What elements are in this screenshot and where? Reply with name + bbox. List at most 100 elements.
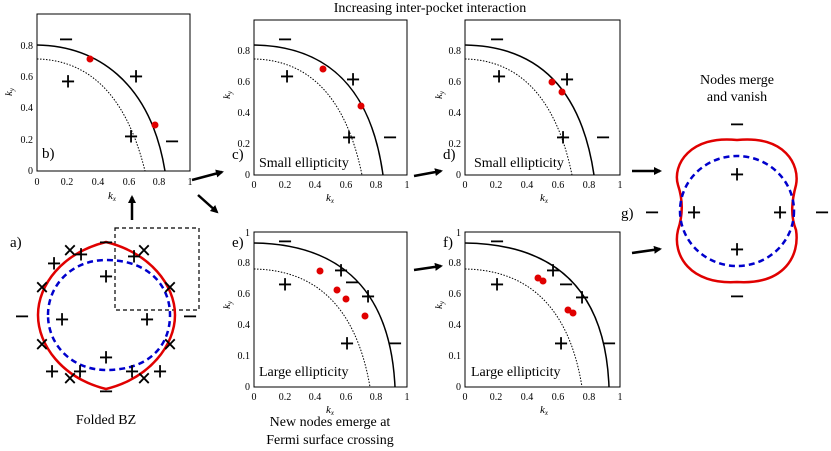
node-point [361,312,369,320]
panel-f-frame [464,231,621,388]
x-tick: 0.8 [583,180,596,191]
plus-sign: + [575,283,590,312]
plus-sign: + [730,160,745,189]
plus-sign: + [490,270,505,299]
node-point [319,65,327,73]
plus-sign: + [99,343,114,372]
plus-sign: + [687,198,702,227]
y-tick: 0.6 [449,289,462,300]
plus-sign: + [99,262,114,291]
red-pocket [36,240,177,391]
minus-sign: − [99,377,114,406]
y-tick: 0.8 [449,46,462,57]
x-tick: 1 [188,177,193,188]
minus-sign: − [99,228,114,257]
minus-sign: − [165,127,180,156]
y-axis-label: ky [221,300,234,309]
minus-sign: − [645,198,660,227]
node-point [333,286,341,294]
node-cross: × [63,364,78,393]
y-tick: 0.1 [238,351,251,362]
x-tick: 0 [252,180,257,191]
y-tick: 0.6 [238,289,251,300]
node-point [86,55,94,63]
flow-arrows [128,167,662,272]
outer-fermi-arc [464,44,595,176]
plus-sign: + [730,235,745,264]
y-tick: 0 [456,382,461,393]
minus-sign: − [490,25,505,54]
x-tick: 0.4 [521,180,534,191]
panel-e: − + + − + + − Large ellipticity e) 0 0.2… [221,227,410,448]
x-axis-label: kx [540,404,549,417]
y-tick: 0.4 [238,108,251,119]
minus-sign: − [559,270,574,299]
panel-b: − + + + − b) 0 0.2 0.4 0.6 0.8 1 0 0.2 0… [3,13,193,203]
panel-g-label: g) [621,206,634,222]
minus-sign: − [383,123,398,152]
y-tick: 0.6 [449,77,462,88]
plus-sign: + [346,65,361,94]
y-tick: 0.4 [449,108,462,119]
node-cross: × [163,330,178,359]
x-tick: 0.4 [309,392,322,403]
y-tick: 0 [245,170,250,181]
outer-fermi-arc [464,242,610,388]
node-point [151,121,159,129]
node-cross: × [35,273,50,302]
x-tick: 0.6 [552,392,565,403]
plus-sign: + [73,357,88,386]
outer-fermi-arc [253,44,384,176]
node-point [539,277,547,285]
plus-sign: + [278,270,293,299]
y-tick: 0.8 [21,41,34,52]
x-axis-label: kx [326,192,335,205]
panel-c-note: Small ellipticity [259,156,349,171]
x-tick: 0.8 [153,177,166,188]
bottom-caption-line1: New nodes emerge at [270,415,391,430]
x-tick: 0.2 [490,392,503,403]
arrow-e-to-f [413,262,443,272]
minus-sign: − [730,110,745,139]
minus-sign: − [730,282,745,311]
plus-sign: + [340,329,355,358]
panel-a-label: a) [10,235,22,251]
x-tick: 0 [252,392,257,403]
x-tick: 0 [463,180,468,191]
x-tick: 0.2 [279,392,292,403]
y-tick: 0.6 [21,72,34,83]
plus-sign: + [125,357,140,386]
plus-sign: + [280,62,295,91]
panel-a-caption: Folded BZ [76,413,136,428]
arrow-c-to-d [413,168,443,178]
arrow-to-e [197,194,219,214]
x-tick: 0.8 [583,392,596,403]
inner-fermi-arc [464,58,573,176]
panel-e-label: e) [232,235,244,251]
plus-sign: + [129,62,144,91]
y-tick: 0.8 [238,258,251,269]
arrow-to-c [191,169,224,182]
x-tick: 0.2 [490,180,503,191]
minus-sign: − [278,227,293,256]
minus-sign: − [278,25,293,54]
panel-g-caption-line2: and vanish [707,90,767,105]
inner-fermi-arc [464,268,583,388]
panel-c-frame [253,19,408,176]
y-axis-label: ky [3,87,16,96]
node-point [569,309,577,317]
panel-a: + + − + + − + + − + + + + + − × × × × × … [10,227,200,428]
panel-f: − + + − + + − Large ellipticity f) 0 0.2… [433,227,623,417]
plus-sign: + [556,123,571,152]
plus-sign: + [560,65,575,94]
minus-sign: − [490,227,505,256]
node-cross: × [35,330,50,359]
minus-sign: − [15,302,30,331]
y-tick: 0.2 [21,135,34,146]
x-tick: 1 [405,180,410,191]
plus-sign: + [492,62,507,91]
y-tick: 0.4 [238,320,251,331]
header-title: Increasing inter-pocket interaction [334,1,527,16]
minus-sign: − [815,198,830,227]
